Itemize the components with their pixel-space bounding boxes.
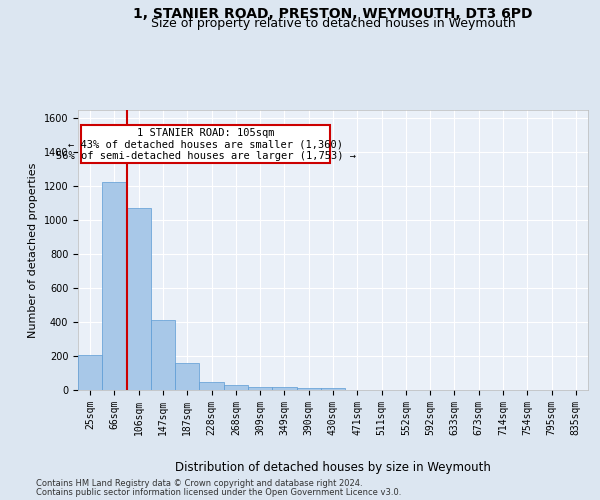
Bar — [272, 388, 296, 390]
Bar — [199, 382, 224, 390]
Bar — [296, 388, 321, 390]
Bar — [321, 388, 345, 390]
Text: Size of property relative to detached houses in Weymouth: Size of property relative to detached ho… — [151, 18, 515, 30]
Bar — [102, 182, 127, 390]
Text: Contains public sector information licensed under the Open Government Licence v3: Contains public sector information licen… — [36, 488, 401, 497]
Text: Distribution of detached houses by size in Weymouth: Distribution of detached houses by size … — [175, 461, 491, 474]
Bar — [175, 362, 199, 390]
Bar — [127, 208, 151, 390]
Bar — [248, 388, 272, 390]
Text: 1, STANIER ROAD, PRESTON, WEYMOUTH, DT3 6PD: 1, STANIER ROAD, PRESTON, WEYMOUTH, DT3 … — [133, 8, 533, 22]
Bar — [78, 355, 102, 390]
Text: 56% of semi-detached houses are larger (1,753) →: 56% of semi-detached houses are larger (… — [56, 151, 355, 161]
Text: Contains HM Land Registry data © Crown copyright and database right 2024.: Contains HM Land Registry data © Crown c… — [36, 480, 362, 488]
Bar — [224, 386, 248, 390]
Bar — [151, 320, 175, 390]
Text: ← 43% of detached houses are smaller (1,360): ← 43% of detached houses are smaller (1,… — [68, 140, 343, 149]
Text: 1 STANIER ROAD: 105sqm: 1 STANIER ROAD: 105sqm — [137, 128, 274, 138]
Y-axis label: Number of detached properties: Number of detached properties — [28, 162, 38, 338]
